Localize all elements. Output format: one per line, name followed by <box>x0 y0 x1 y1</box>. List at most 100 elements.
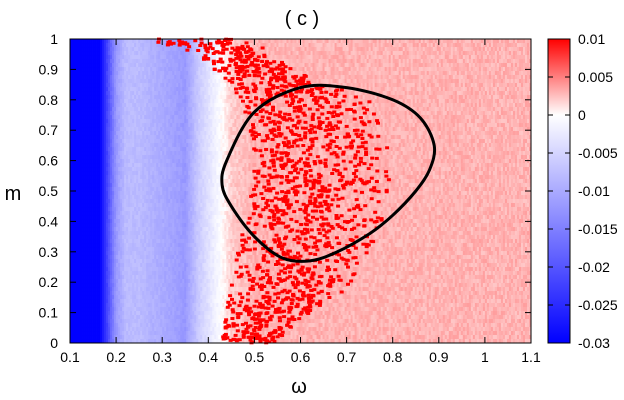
heatmap-cell <box>146 263 149 268</box>
heatmap-cell <box>166 319 169 324</box>
heatmap-cell <box>134 83 137 88</box>
heatmap-cell <box>120 239 123 244</box>
heatmap-cell <box>144 163 147 168</box>
heatmap-cell <box>100 95 103 100</box>
heatmap-cell <box>150 319 153 324</box>
heatmap-cell <box>144 139 147 144</box>
heatmap-cell <box>100 99 103 104</box>
heatmap-cell <box>152 63 155 68</box>
heatmap-cell <box>114 207 117 212</box>
heatmap-cell <box>88 51 91 56</box>
heatmap-cell <box>72 43 75 48</box>
heatmap-cell <box>130 243 133 248</box>
heatmap-cell <box>142 79 145 84</box>
heatmap-cell <box>104 119 107 124</box>
heatmap-cell <box>124 271 127 276</box>
heatmap-cell <box>128 135 131 140</box>
heatmap-cell <box>142 55 145 60</box>
heatmap-cell <box>110 59 113 64</box>
heatmap-cell <box>96 47 99 52</box>
heatmap-cell <box>112 147 115 152</box>
heatmap-cell <box>126 179 129 184</box>
heatmap-cell <box>120 211 123 216</box>
heatmap-cell <box>102 199 105 204</box>
heatmap-cell <box>126 243 129 248</box>
heatmap-cell <box>168 55 171 60</box>
heatmap-cell <box>82 199 85 204</box>
heatmap-cell <box>88 123 91 128</box>
heatmap-cell <box>156 131 159 136</box>
heatmap-cell <box>170 95 173 100</box>
heatmap-cell <box>126 239 129 244</box>
heatmap-cell <box>96 75 99 80</box>
heatmap-cell <box>108 271 111 276</box>
heatmap-cell <box>110 103 113 108</box>
heatmap-cell <box>148 339 151 344</box>
heatmap-cell <box>156 259 159 264</box>
heatmap-cell <box>98 255 101 260</box>
heatmap-cell <box>104 307 107 312</box>
heatmap-cell <box>82 323 85 328</box>
heatmap-cell <box>152 75 155 80</box>
heatmap-cell <box>156 143 159 148</box>
heatmap-cell <box>96 231 99 236</box>
heatmap-cell <box>80 139 83 144</box>
heatmap-cell <box>126 211 129 216</box>
heatmap-cell <box>70 111 73 116</box>
heatmap-cell <box>122 207 125 212</box>
heatmap-cell <box>152 171 155 176</box>
heatmap-cell <box>146 283 149 288</box>
heatmap-cell <box>114 127 117 132</box>
heatmap-cell <box>164 79 167 84</box>
heatmap-cell <box>158 203 161 208</box>
heatmap-cell <box>74 339 77 344</box>
heatmap-cell <box>148 111 151 116</box>
heatmap-cell <box>76 315 79 320</box>
heatmap-cell <box>168 331 171 336</box>
heatmap-cell <box>122 339 125 344</box>
heatmap-cell <box>144 195 147 200</box>
heatmap-cell <box>124 171 127 176</box>
heatmap-cell <box>138 291 141 296</box>
heatmap-cell <box>72 279 75 284</box>
heatmap-cell <box>148 143 151 148</box>
heatmap-cell <box>102 319 105 324</box>
heatmap-cell <box>104 339 107 344</box>
heatmap-cell <box>132 163 135 168</box>
heatmap-cell <box>154 219 157 224</box>
heatmap-cell <box>154 311 157 316</box>
heatmap-cell <box>130 103 133 108</box>
heatmap-cell <box>80 299 83 304</box>
heatmap-cell <box>112 307 115 312</box>
heatmap-cell <box>86 43 89 48</box>
heatmap-cell <box>94 151 97 156</box>
heatmap-cell <box>70 259 73 264</box>
heatmap-cell <box>142 251 145 256</box>
heatmap-cell <box>164 171 167 176</box>
heatmap-cell <box>96 139 99 144</box>
heatmap-cell <box>122 67 125 72</box>
heatmap-cell <box>126 151 129 156</box>
heatmap-cell <box>72 83 75 88</box>
heatmap-cell <box>140 155 143 160</box>
heatmap-cell <box>92 247 95 252</box>
heatmap-cell <box>140 127 143 132</box>
heatmap-cell <box>112 231 115 236</box>
heatmap-cell <box>84 119 87 124</box>
heatmap-cell <box>96 339 99 344</box>
heatmap-cell <box>164 339 167 344</box>
heatmap-cell <box>104 67 107 72</box>
heatmap-cell <box>76 263 79 268</box>
heatmap-cell <box>96 155 99 160</box>
heatmap-cell <box>158 143 161 148</box>
heatmap-cell <box>168 199 171 204</box>
heatmap-cell <box>116 55 119 60</box>
heatmap-cell <box>84 39 87 44</box>
heatmap-cell <box>138 231 141 236</box>
heatmap-cell <box>152 327 155 332</box>
heatmap-cell <box>134 335 137 340</box>
heatmap-cell <box>160 171 163 176</box>
heatmap-cell <box>104 303 107 308</box>
heatmap-cell <box>116 47 119 52</box>
heatmap-cell <box>88 295 91 300</box>
